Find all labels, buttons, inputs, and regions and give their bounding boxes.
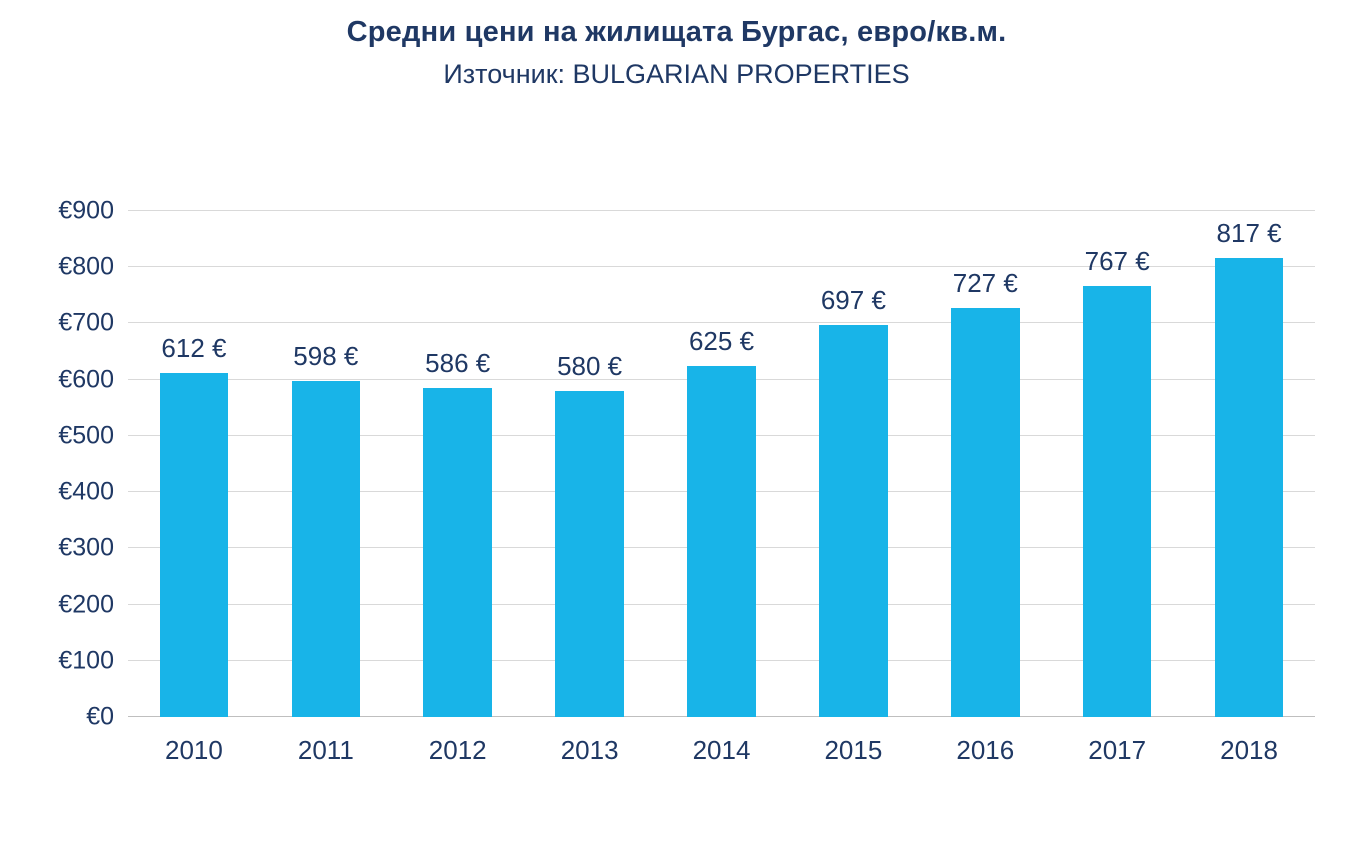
data-label: 586 €	[425, 347, 491, 378]
bar-slot: 767 €	[1051, 211, 1183, 717]
y-tick-label: €900	[58, 196, 114, 225]
bar-slot: 586 €	[392, 211, 524, 717]
bar-series: 612 € 598 € 586 € 580 € 625 € 697 € 727 € 767 €…	[128, 211, 1315, 717]
x-tick-label: 2015	[824, 735, 883, 765]
x-axis-labels: 2010 2011 2012 2013 2014 2015 2016 2017 2018	[128, 737, 1315, 763]
y-tick-label: €100	[58, 646, 114, 675]
data-label: 727 €	[952, 268, 1018, 299]
x-tick-label: 2010	[165, 735, 223, 765]
x-tick-label: 2012	[428, 735, 487, 765]
plot-area: €0 €100 €200 €300 €400 €500 €600 €700 €800 €900 6…	[58, 198, 1315, 763]
y-tick-label: €800	[58, 252, 114, 281]
x-tick-label: 2017	[1088, 735, 1147, 765]
bar-slot: 625 €	[656, 211, 788, 717]
y-tick-label: €400	[58, 477, 114, 506]
data-label: 767 €	[1084, 245, 1150, 276]
bar-2013: 580 €	[555, 353, 624, 717]
gridline	[128, 266, 1315, 268]
bar-slot: 697 €	[787, 211, 919, 717]
data-label: 598 €	[293, 340, 359, 371]
bar-slot: 612 €	[128, 211, 260, 717]
y-tick-label: €0	[86, 702, 114, 731]
y-tick-label: €600	[58, 365, 114, 394]
bar-2014: 625 €	[687, 328, 756, 717]
bar-2010: 612 €	[159, 335, 229, 717]
bar-2016: 727 €	[951, 270, 1020, 717]
chart-subtitle: Източник: BULGARIAN PROPERTIES	[443, 59, 910, 89]
x-tick-label: 2011	[297, 735, 354, 765]
data-label: 625 €	[688, 325, 755, 356]
y-tick-label: €500	[58, 421, 114, 450]
data-label: 580 €	[557, 350, 623, 381]
bar-2018: 817 €	[1214, 220, 1284, 717]
bar-2015: 697 €	[819, 287, 888, 717]
x-tick-label: 2018	[1220, 735, 1278, 765]
data-label: 697 €	[820, 285, 886, 316]
y-tick-label: €200	[58, 590, 114, 619]
bar-2017: 767 €	[1082, 248, 1152, 717]
bar-2012: 586 €	[423, 350, 493, 717]
y-tick-label: €300	[58, 533, 114, 562]
chart-title: Средни цени на жилищата Бургас, евро/кв.…	[346, 16, 1007, 48]
x-tick-label: 2014	[692, 735, 751, 765]
data-label: 612 €	[161, 332, 227, 363]
data-label: 817 €	[1216, 217, 1282, 248]
x-tick-label: 2013	[560, 735, 619, 765]
bar-2011: 598 €	[291, 343, 361, 717]
y-tick-label: €700	[58, 308, 114, 337]
bar-slot: 580 €	[524, 211, 656, 717]
gridline	[128, 322, 1315, 324]
x-tick-label: 2016	[956, 735, 1015, 765]
bar-slot: 727 €	[919, 211, 1051, 717]
gridline	[128, 210, 1315, 211]
bar-slot: 817 €	[1183, 211, 1315, 717]
bar-slot: 598 €	[260, 211, 392, 717]
